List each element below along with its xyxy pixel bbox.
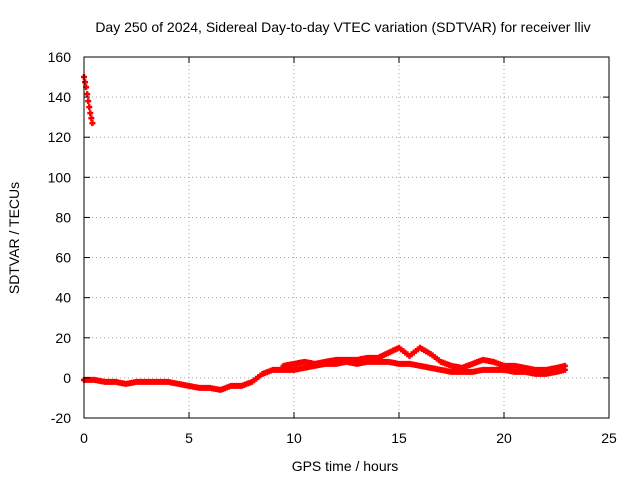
data-point-fill	[86, 104, 93, 111]
y-tick-label: 120	[48, 129, 72, 145]
y-tick-label: 80	[55, 209, 71, 225]
data-point-fill	[559, 363, 566, 370]
axis-ticks: 0 5 10 15 20 25 -20 0 20 40 60 80 100 120 140 160	[48, 49, 617, 446]
data-point-fill	[82, 79, 89, 86]
y-tick-label: 40	[55, 290, 71, 306]
y-tick-label: 20	[55, 330, 71, 346]
y-axis-label: SDTVAR / TECUs	[6, 182, 22, 294]
x-tick-label: 20	[496, 430, 512, 446]
y-tick-label: 100	[48, 169, 72, 185]
y-tick-label: 60	[55, 250, 71, 266]
data-points	[81, 74, 568, 393]
chart-title: Day 250 of 2024, Sidereal Day-to-day VTE…	[95, 19, 590, 35]
x-axis-label: GPS time / hours	[292, 458, 399, 474]
y-tick-label: 160	[48, 49, 72, 65]
data-point-fill	[84, 91, 91, 98]
data-point-fill	[246, 379, 253, 386]
x-tick-label: 5	[185, 430, 193, 446]
data-point	[87, 110, 94, 117]
y-tick-label: -20	[51, 410, 71, 426]
x-tick-label: 10	[286, 430, 302, 446]
data-point-fill	[425, 349, 432, 356]
x-tick-label: 0	[80, 430, 88, 446]
x-tick-label: 15	[391, 430, 407, 446]
data-point	[89, 120, 96, 127]
data-point-fill	[88, 115, 95, 122]
data-point	[85, 98, 92, 105]
plot-frame	[83, 56, 610, 419]
grid-lines	[84, 57, 609, 418]
y-tick-label: 140	[48, 89, 72, 105]
data-point-fill	[257, 372, 264, 379]
x-tick-label: 25	[601, 430, 617, 446]
y-tick-label: 0	[63, 370, 71, 386]
data-point-fill	[435, 357, 442, 364]
